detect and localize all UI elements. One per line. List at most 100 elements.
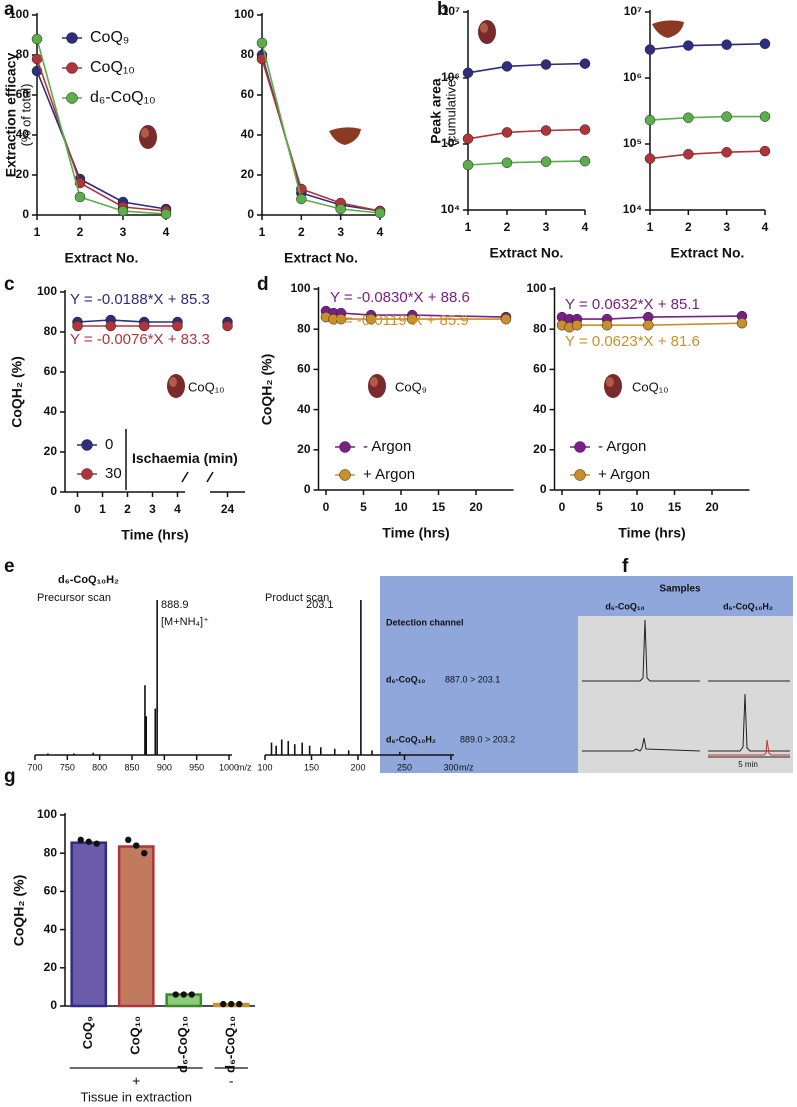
x-tick-label: 100 [257, 762, 272, 772]
y-tick-label: 100 [37, 284, 57, 298]
data-point [683, 112, 694, 123]
data-point [335, 203, 346, 215]
x-tick-label: 4 [377, 225, 384, 239]
data-point [540, 125, 552, 136]
data-point [256, 37, 268, 49]
y-tick-label: 20 [44, 960, 58, 974]
data-point [172, 320, 183, 332]
row-label: d₆-CoQ₁₀H₂ [386, 734, 436, 744]
replicate-point [180, 991, 187, 998]
legend-label: + Argon [363, 466, 415, 483]
legend-marker [339, 441, 351, 453]
data-point [462, 159, 474, 171]
chromatogram [582, 737, 701, 752]
note: CoQ₉ [395, 379, 427, 394]
replicate-point [188, 991, 195, 998]
data-point [31, 33, 43, 45]
series-line [36, 38, 167, 215]
bar [70, 841, 108, 1008]
bar [117, 845, 155, 1008]
x-tick-label: 4 [582, 220, 589, 234]
y-tick-label: 10⁶ [441, 70, 460, 84]
chromatogram [708, 693, 790, 752]
legend-marker [574, 469, 586, 481]
x-tick-label: 900 [157, 762, 172, 772]
y-axis-label: Peak area [428, 78, 444, 144]
x-tick-label: 1000 [219, 762, 239, 772]
panel-label: c [4, 274, 15, 295]
x-tick-label: 20 [469, 500, 483, 514]
y-tick-label: 60 [44, 364, 58, 378]
x-axis-label: m/z [459, 762, 474, 772]
series-line [649, 115, 765, 121]
y-tick-label: 0 [22, 207, 29, 221]
peak-label: [M+NH₄]⁺ [161, 616, 209, 628]
x-tick-label: 3 [149, 502, 156, 516]
y-tick-label: 20 [533, 442, 547, 456]
y-tick-label: 10⁴ [441, 202, 460, 216]
y-tick-label: 100 [290, 281, 310, 295]
y-tick-label: 10⁶ [623, 70, 642, 84]
y-axis-label: Extraction efficacy [3, 53, 19, 178]
heart-icon [167, 374, 185, 398]
y-axis-label: CoQH₂ (%) [9, 356, 25, 428]
heart-icon [604, 374, 622, 398]
chromatogram [708, 739, 790, 756]
legend-marker [574, 441, 586, 453]
data-point [579, 58, 591, 69]
legend-marker [66, 62, 78, 74]
replicate-point [220, 1000, 227, 1008]
data-point [296, 193, 307, 205]
legend-label: 30 [105, 465, 122, 482]
x-axis-label: Time (hrs) [618, 525, 685, 541]
x-tick-label: 2 [124, 502, 131, 516]
data-point [683, 148, 694, 160]
legend-marker [81, 468, 93, 480]
y-tick-label: 80 [16, 47, 30, 61]
row-transition: 887.0 > 203.1 [445, 674, 500, 684]
y-tick-label: 100 [234, 7, 254, 21]
data-point [501, 157, 513, 168]
y-tick-label: 10⁵ [623, 136, 642, 150]
y-tick-label: 10⁴ [623, 202, 642, 216]
replicate-point [93, 840, 100, 847]
x-tick-label: 20 [705, 500, 719, 514]
y-tick-label: 10⁷ [624, 4, 642, 18]
y-tick-label: 60 [44, 884, 58, 898]
samples-header: Samples [659, 584, 701, 595]
equation: Y = -0.0076*X + 83.3 [70, 331, 210, 348]
data-point [644, 153, 656, 164]
x-tick-label: 3 [723, 220, 730, 234]
axis-break [206, 471, 214, 483]
group-title: Tissue in extraction [80, 1089, 192, 1104]
panel-label: b [437, 0, 449, 20]
panel-label: d [257, 274, 269, 295]
x-tick-label: 4 [163, 225, 170, 239]
legend-label: - Argon [598, 438, 646, 455]
replicate-point [133, 842, 140, 849]
series-line [467, 160, 586, 166]
legend-label: d₆-CoQ₁₀ [90, 89, 156, 106]
data-point [74, 191, 86, 203]
y-tick-label: 0 [50, 998, 57, 1012]
y-tick-label: 40 [297, 402, 311, 416]
data-point [256, 53, 268, 65]
data-point [736, 317, 748, 329]
series-line [649, 43, 766, 51]
x-axis-label: m/z [237, 762, 252, 772]
x-tick-label: CoQ₁₀ [128, 1016, 143, 1055]
x-axis-label: Extract No. [490, 245, 564, 261]
data-point [374, 207, 386, 219]
x-tick-label: 24 [221, 502, 235, 516]
y-tick-label: 40 [44, 922, 58, 936]
equation: Y = -0.0119*X + 85.9 [330, 312, 469, 329]
panel-label: e [4, 556, 15, 577]
x-tick-label: 800 [92, 762, 107, 772]
x-tick-label: 3 [543, 220, 550, 234]
x-tick-label: 0 [559, 500, 566, 514]
y-axis-label: CoQH₂ (%) [11, 875, 27, 947]
data-point [462, 133, 474, 145]
data-point [365, 313, 377, 325]
note: CoQ₁₀ [188, 379, 225, 394]
